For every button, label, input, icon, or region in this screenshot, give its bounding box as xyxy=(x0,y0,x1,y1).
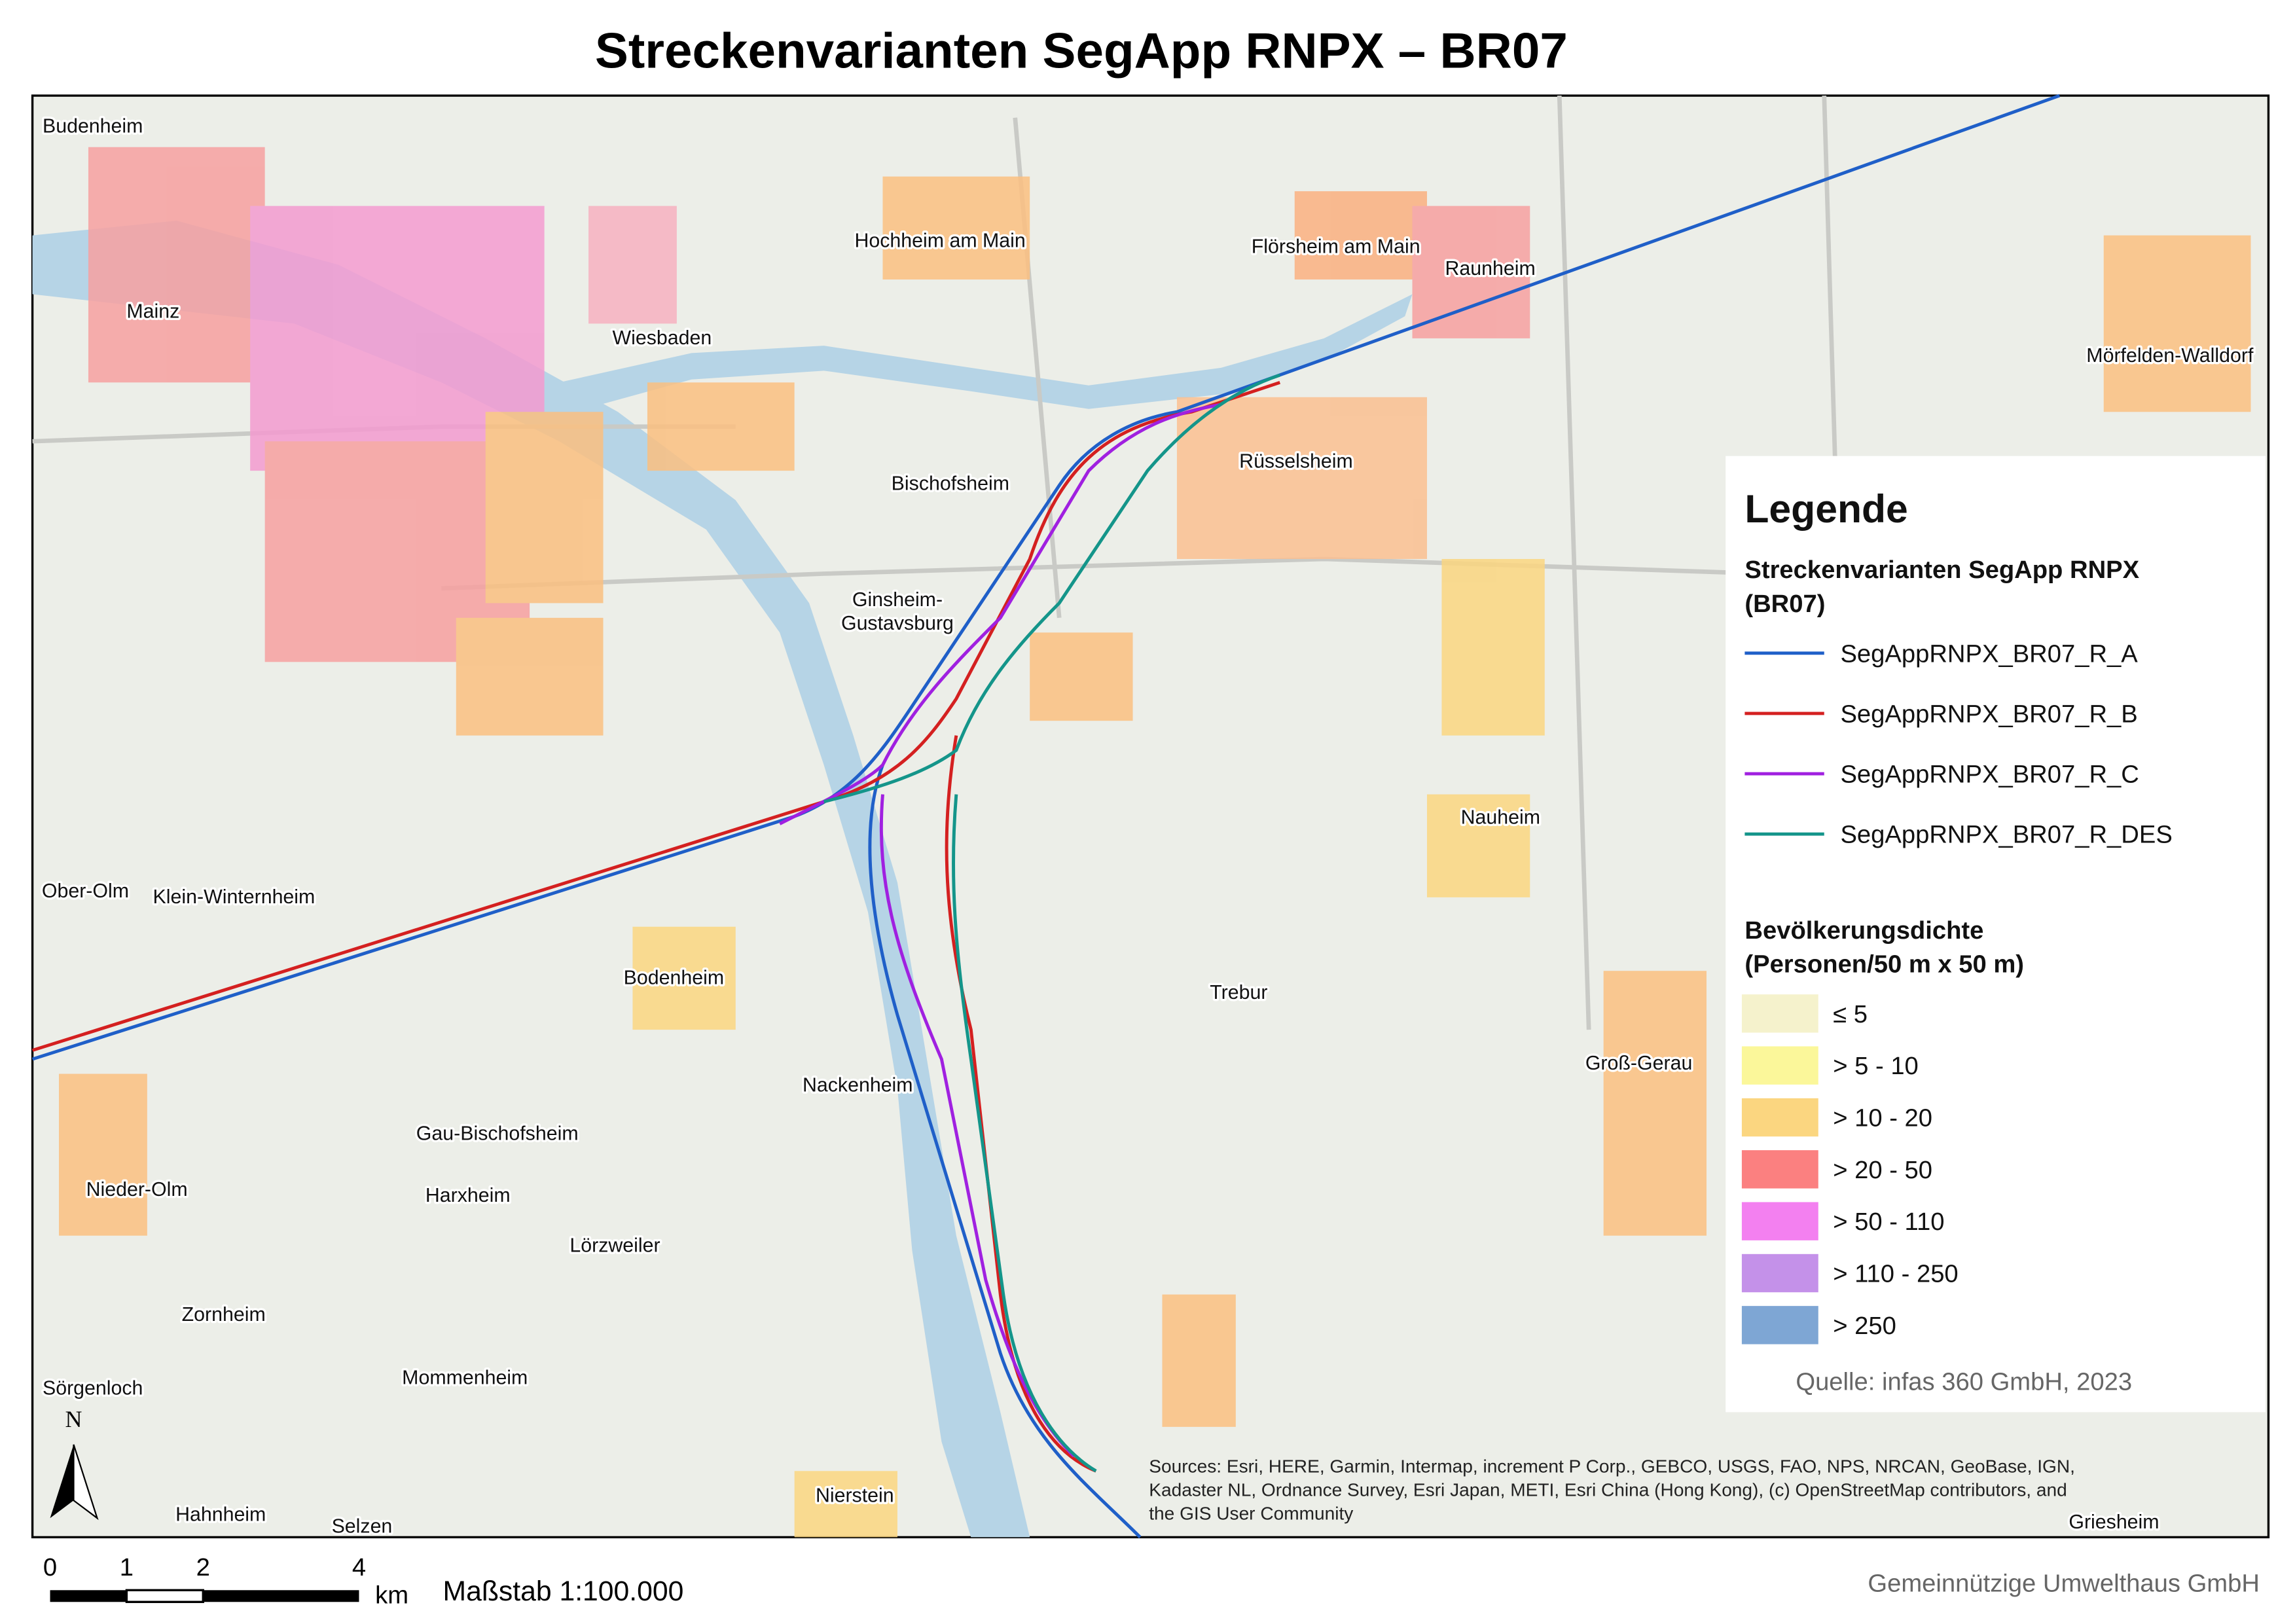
place-label: Sörgenloch xyxy=(43,1377,143,1399)
place-label: Flörsheim am Main xyxy=(1252,236,1420,258)
map-title: Streckenvarianten SegApp RNPX – BR07 xyxy=(595,23,1568,79)
north-label: N xyxy=(65,1406,82,1432)
place-label: Rüsselsheim xyxy=(1239,451,1353,473)
attribution-line: Sources: Esri, HERE, Garmin, Intermap, i… xyxy=(1149,1456,2075,1477)
place-label: Ginsheim- xyxy=(852,589,943,611)
place-label: Bischofsheim xyxy=(892,473,1009,494)
legend-source: Quelle: infas 360 GmbH, 2023 xyxy=(1796,1368,2132,1396)
legend-label: > 20 - 50 xyxy=(1833,1156,1932,1184)
map-frame: Budenheim Mainz Wiesbaden Hochheim am Ma… xyxy=(31,94,2270,1540)
legend-swatch xyxy=(1741,1254,1818,1293)
attribution-line: Kadaster NL, Ordnance Survey, Esri Japan… xyxy=(1149,1479,2067,1500)
legend-box xyxy=(1726,456,2266,1413)
legend-label: SegAppRNPX_BR07_R_A xyxy=(1840,640,2138,668)
legend-label: > 250 xyxy=(1833,1312,1896,1340)
place-label: Groß-Gerau xyxy=(1585,1053,1692,1074)
place-label: Mörfelden-Walldorf xyxy=(2086,345,2254,367)
routes xyxy=(31,94,2061,1539)
place-label: Bodenheim xyxy=(624,967,724,988)
legend: Legende Streckenvarianten SegApp RNPX (B… xyxy=(1726,456,2266,1413)
legend-label: ≤ 5 xyxy=(1833,1000,1868,1028)
route-des xyxy=(823,373,1281,1473)
legend-swatch xyxy=(1741,1150,1818,1189)
place-label: Hochheim am Main xyxy=(855,230,1026,252)
scale-tick-label: 0 xyxy=(43,1553,57,1581)
place-label: Mainz xyxy=(126,300,179,322)
legend-title: Legende xyxy=(1744,486,1907,531)
place-label: Lörzweiler xyxy=(569,1235,660,1256)
legend-label: > 10 - 20 xyxy=(1833,1104,1932,1132)
place-label: Budenheim xyxy=(43,115,143,137)
place-label: Gustavsburg xyxy=(841,613,954,634)
legend-label: SegAppRNPX_BR07_R_B xyxy=(1840,700,2137,728)
population-areas xyxy=(59,147,2251,1538)
place-labels: Budenheim Mainz Wiesbaden Hochheim am Ma… xyxy=(40,113,2256,1540)
legend-label: > 110 - 250 xyxy=(1833,1260,1958,1288)
legend-swatch xyxy=(1741,994,1818,1033)
place-label: Zornheim xyxy=(182,1304,266,1326)
north-arrow-right xyxy=(73,1444,99,1521)
place-label: Nieder-Olm xyxy=(86,1179,188,1200)
place-label: Selzen xyxy=(332,1516,393,1538)
scale-tick-label: 4 xyxy=(352,1553,366,1581)
legend-label: SegAppRNPX_BR07_R_DES xyxy=(1840,821,2172,849)
legend-swatch xyxy=(1741,1202,1818,1240)
legend-heading: (Personen/50 m x 50 m) xyxy=(1744,950,2024,978)
scale-bar: 0 1 2 4 km Maßstab 1:100.000 xyxy=(43,1553,683,1610)
legend-heading: Bevölkerungsdichte xyxy=(1744,916,1983,945)
legend-swatch xyxy=(1741,1098,1818,1137)
place-label: Ober-Olm xyxy=(42,880,129,902)
scale-segment xyxy=(50,1590,127,1602)
place-label: Nauheim xyxy=(1461,806,1540,828)
place-label: Gau-Bischofsheim xyxy=(416,1123,579,1145)
route-b xyxy=(31,380,1281,1473)
place-label: Nierstein xyxy=(816,1485,894,1506)
place-label: Klein-Winternheim xyxy=(153,886,316,908)
place-label: Mommenheim xyxy=(402,1367,528,1389)
place-label: Harxheim xyxy=(425,1185,511,1206)
attribution: Sources: Esri, HERE, Garmin, Intermap, i… xyxy=(1149,1456,2075,1524)
scale-text: Maßstab 1:100.000 xyxy=(443,1576,684,1607)
legend-swatch xyxy=(1741,1306,1818,1344)
scale-tick-label: 1 xyxy=(120,1553,134,1581)
place-label: Wiesbaden xyxy=(613,327,712,349)
place-label: Nackenheim xyxy=(803,1074,913,1096)
place-label: Griesheim xyxy=(2069,1511,2159,1533)
legend-label: > 50 - 110 xyxy=(1833,1208,1944,1236)
scale-tick-label: 2 xyxy=(196,1553,210,1581)
legend-swatch xyxy=(1741,1046,1818,1085)
scale-segment xyxy=(203,1590,359,1602)
legend-label: SegAppRNPX_BR07_R_C xyxy=(1840,761,2139,789)
credit: Gemeinnützige Umwelthaus GmbH xyxy=(1868,1570,2260,1598)
scale-segment xyxy=(125,1589,204,1603)
attribution-line: the GIS User Community xyxy=(1149,1503,1353,1523)
scale-unit: km xyxy=(375,1581,408,1610)
river-main xyxy=(559,294,1413,412)
place-label: Raunheim xyxy=(1445,258,1535,280)
legend-heading: (BR07) xyxy=(1744,590,1825,618)
place-label: Hahnheim xyxy=(175,1504,266,1526)
legend-heading: Streckenvarianten SegApp RNPX xyxy=(1744,556,2139,584)
legend-label: > 5 - 10 xyxy=(1833,1052,1919,1080)
place-label: Trebur xyxy=(1210,982,1267,1003)
